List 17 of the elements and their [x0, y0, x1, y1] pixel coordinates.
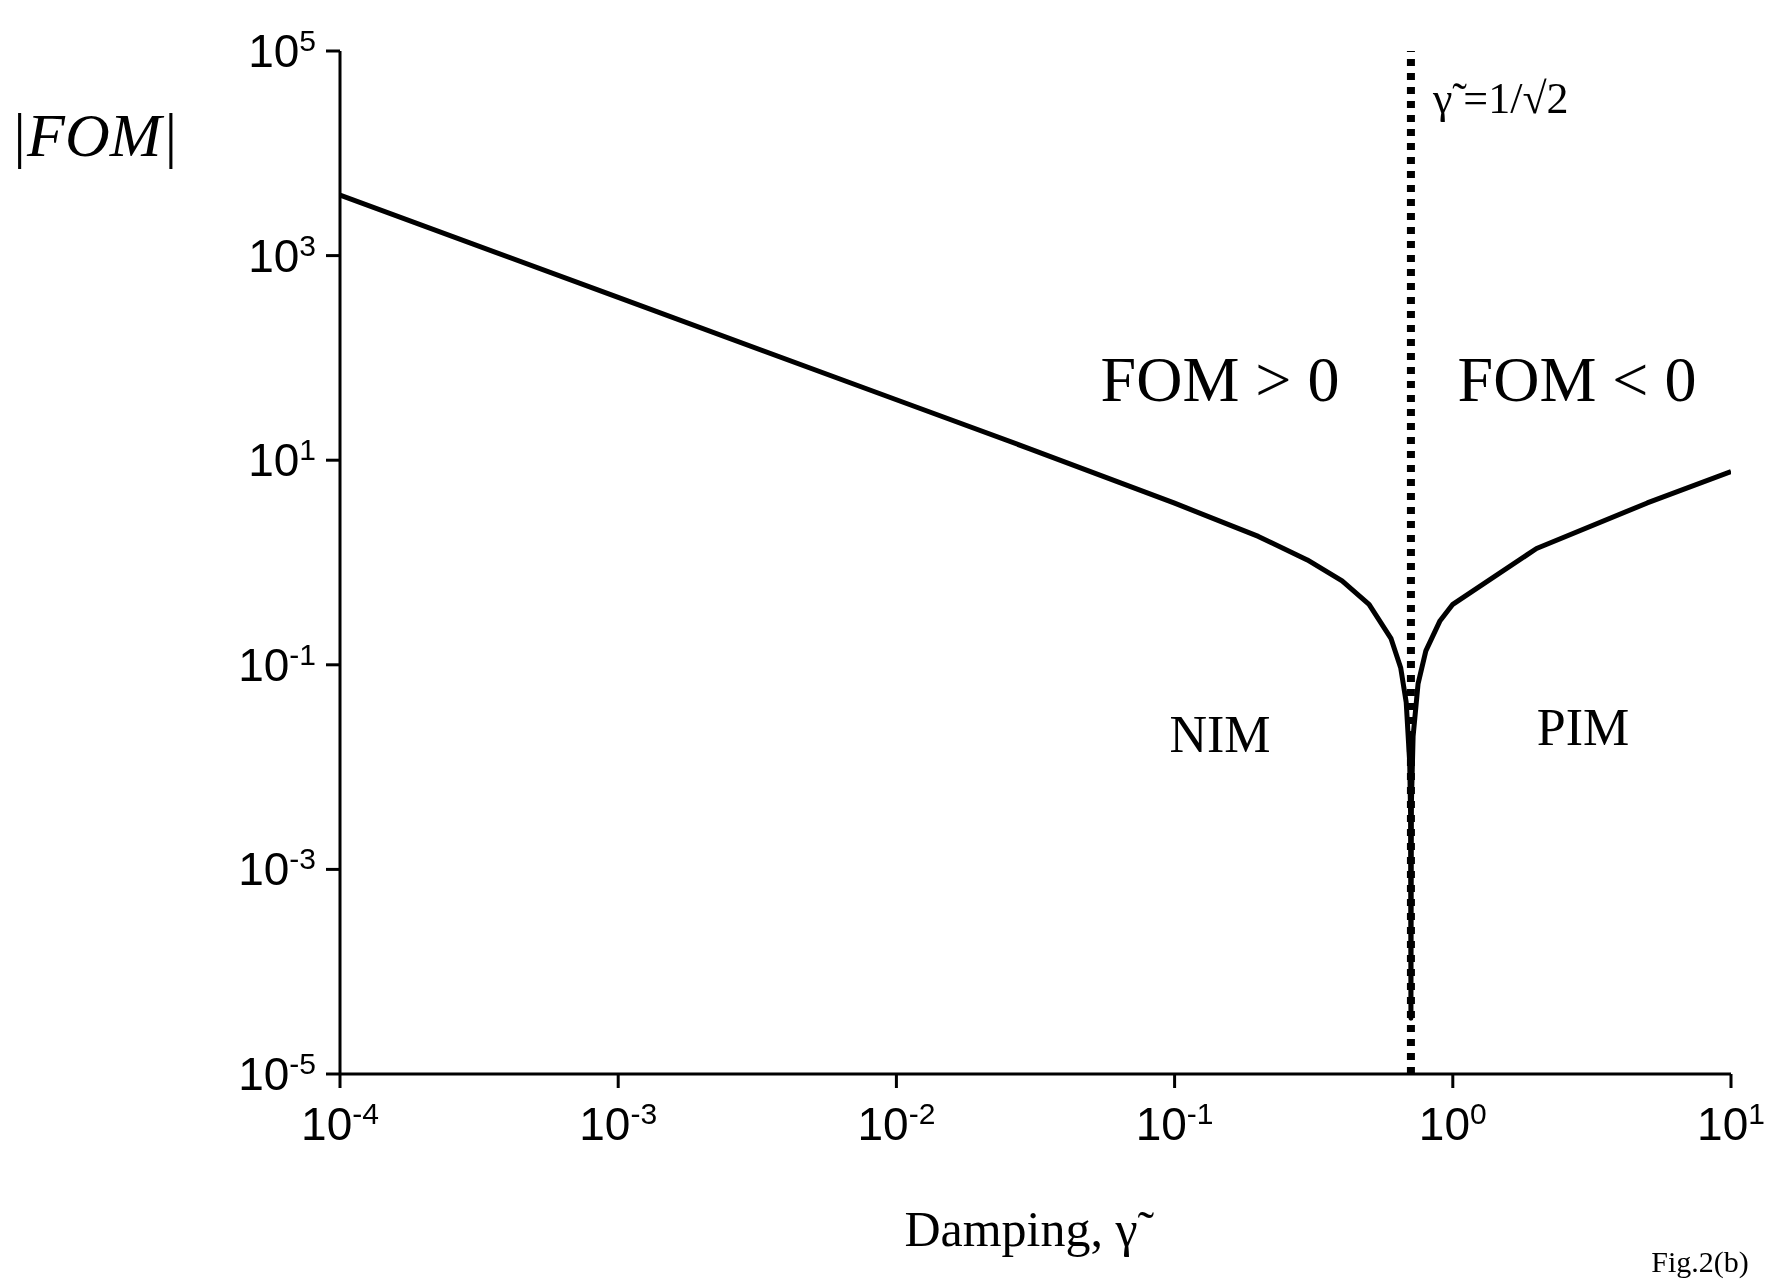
x-tick-label: 10$^{-2}$ — [857, 1096, 936, 1150]
x-tick-label: 10$^{-1}$ — [1135, 1096, 1214, 1150]
ref-line-label: γ̃ =1/√2 — [1431, 74, 1569, 123]
y-tick-label: 10$^{1}$ — [248, 432, 316, 487]
x-tick-label: 10$^{1}$ — [1697, 1096, 1765, 1150]
annotation: FOM < 0 — [1457, 343, 1697, 415]
x-tick-label: 10$^{0}$ — [1418, 1096, 1487, 1150]
y-tick-label: 10$^{-3}$ — [238, 841, 316, 896]
y-tick-label: 10$^{5}$ — [248, 23, 316, 77]
annotation: PIM — [1535, 697, 1631, 758]
y-tick-label: 10$^{-1}$ — [238, 637, 316, 691]
caption: Fig.2(b) — [1650, 1244, 1750, 1280]
y-axis-title: |FOM| — [10, 100, 179, 171]
annotation: FOM > 0 — [1100, 343, 1340, 415]
x-tick-label: 10$^{-3}$ — [579, 1096, 658, 1150]
y-tick-label: 10$^{3}$ — [248, 228, 316, 282]
annotation: NIM — [1168, 704, 1272, 765]
